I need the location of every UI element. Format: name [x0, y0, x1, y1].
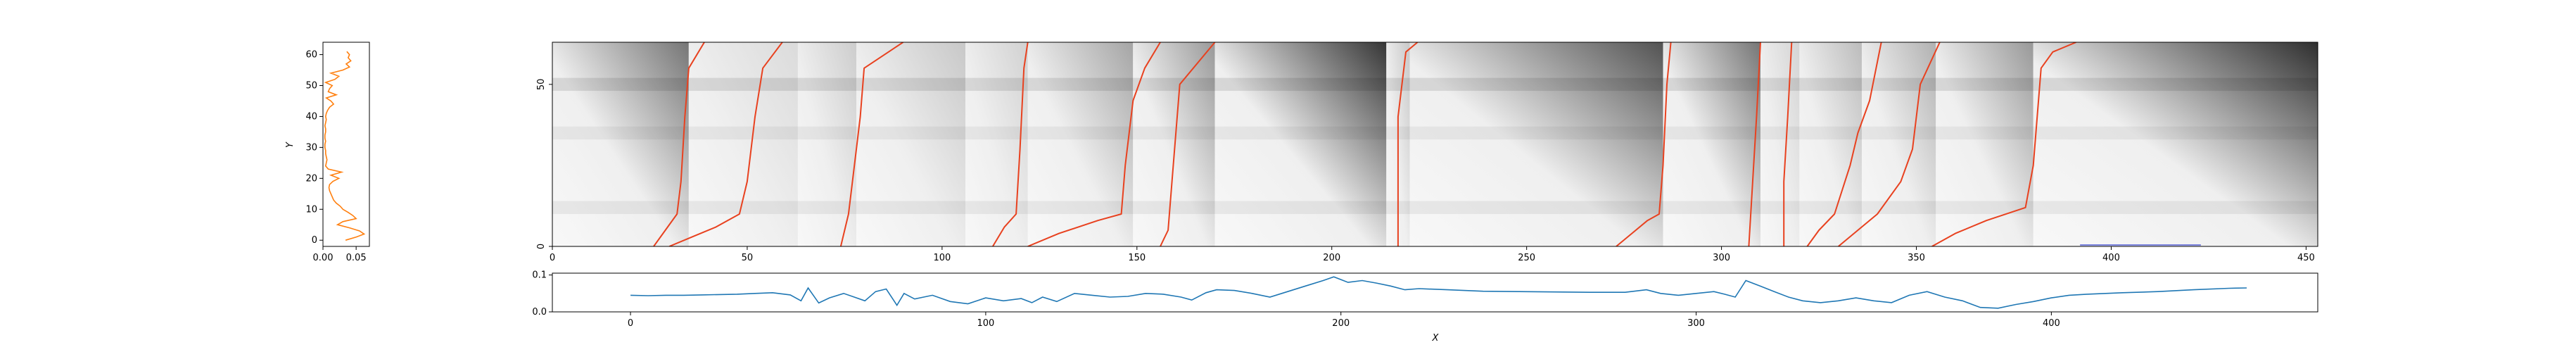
- x-axis-title: X: [1432, 333, 1440, 344]
- heatmap-cost-block: [1760, 42, 1800, 246]
- x-marginal-y-ticks: 0.0 0.1: [532, 270, 552, 318]
- warping-path: [1748, 42, 1761, 246]
- x-marginal-plot: 0 100 200 300 400 0.0 0.1 X: [532, 270, 2318, 344]
- y-marginal-x-tick-label: 0.00: [313, 253, 334, 263]
- heatmap-cost-regions: [552, 42, 2318, 246]
- y-marginal-y-tick-label: 20: [305, 173, 317, 184]
- heatmap-cost-block: [1799, 42, 1862, 246]
- heatmap-cost-block: [688, 42, 798, 246]
- y-marginal-x-tick-label: 0.05: [346, 253, 367, 263]
- heatmap-cost-block: [552, 42, 689, 246]
- heatmap-cost-block: [1861, 42, 1936, 246]
- y-marginal-y-tick-label: 50: [305, 81, 317, 92]
- warping-path: [1397, 42, 1419, 246]
- x-marginal-x-tick-label: 100: [977, 318, 994, 329]
- warping-path: [1931, 42, 2076, 246]
- heatmap-x-tick-label: 0: [550, 253, 555, 263]
- warping-path: [653, 42, 705, 246]
- y-marginal-series: [324, 51, 366, 241]
- y-marginal-y-tick-label: 40: [305, 111, 317, 122]
- y-marginal-plot: 0.00 0.05 0 10 20 30 40 50 60 Y: [285, 42, 370, 263]
- cost-matrix-heatmap: 0 50 100 150 200 250 300 350 400 450 0 50: [536, 42, 2318, 263]
- y-marginal-y-tick-label: 10: [305, 204, 317, 215]
- heatmap-band: [552, 201, 2318, 214]
- heatmap-band: [552, 77, 2318, 92]
- heatmap-cost-block: [1133, 42, 1215, 246]
- warping-path: [1616, 42, 1672, 246]
- heatmap-x-tick-label: 350: [1908, 253, 1925, 263]
- x-marginal-x-tick-label: 200: [1332, 318, 1350, 329]
- warping-path: [1160, 42, 1216, 246]
- heatmap-x-tick-label: 300: [1713, 253, 1730, 263]
- heatmap-band: [552, 126, 2318, 140]
- warping-path: [992, 42, 1029, 246]
- y-marginal-line: [324, 51, 366, 241]
- x-marginal-x-tick-label: 400: [2043, 318, 2060, 329]
- heatmap-x-tick-label: 400: [2102, 253, 2120, 263]
- y-marginal-y-tick-label: 30: [305, 142, 317, 153]
- heatmap-x-tick-label: 100: [933, 253, 951, 263]
- y-marginal-y-tick-label: 60: [305, 50, 317, 61]
- heatmap-cost-block: [1214, 42, 1387, 246]
- heatmap-cost-block: [1663, 42, 1760, 246]
- x-marginal-y-tick-label: 0.1: [532, 270, 547, 281]
- x-marginal-line: [630, 276, 2247, 309]
- heatmap-cost-block: [2033, 42, 2318, 246]
- x-marginal-y-tick-label: 0.0: [532, 307, 547, 318]
- heatmap-cost-block: [856, 42, 966, 246]
- heatmap-cost-block: [797, 42, 857, 246]
- heatmap-cost-block: [1936, 42, 2033, 246]
- y-marginal-x-ticks: 0.00 0.05: [313, 246, 367, 263]
- heatmap-y-tick-label: 50: [536, 79, 547, 91]
- warping-path: [1806, 42, 1882, 246]
- x-marginal-x-tick-label: 0: [628, 318, 633, 329]
- heatmap-y-tick-label: 0: [536, 244, 547, 249]
- warping-path: [1783, 42, 1793, 246]
- warping-path: [1027, 42, 1161, 246]
- heatmap-x-tick-label: 450: [2297, 253, 2315, 263]
- heatmap-cost-block: [1409, 42, 1663, 246]
- warping-path: [668, 42, 783, 246]
- y-marginal-y-tick-label: 0: [312, 235, 317, 246]
- y-axis-title: Y: [285, 142, 296, 148]
- heatmap-x-tick-label: 200: [1323, 253, 1340, 263]
- heatmap-x-ticks: 0 50 100 150 200 250 300 350 400 450: [550, 246, 2315, 263]
- warping-path: [839, 42, 904, 246]
- x-marginal-x-ticks: 0 100 200 300 400: [628, 312, 2060, 329]
- heatmap-x-tick-label: 250: [1518, 253, 1535, 263]
- x-marginal-x-tick-label: 300: [1687, 318, 1705, 329]
- heatmap-x-tick-label: 150: [1128, 253, 1146, 263]
- warping-path: [1838, 42, 1941, 246]
- warping-paths: [653, 42, 2076, 246]
- heatmap-y-ticks: 0 50: [536, 79, 552, 249]
- y-marginal-y-ticks: 0 10 20 30 40 50 60: [305, 50, 323, 246]
- heatmap-cost-block: [1027, 42, 1134, 246]
- heatmap-cost-block: [965, 42, 1028, 246]
- x-marginal-series: [630, 276, 2247, 309]
- heatmap-x-tick-label: 50: [742, 253, 754, 263]
